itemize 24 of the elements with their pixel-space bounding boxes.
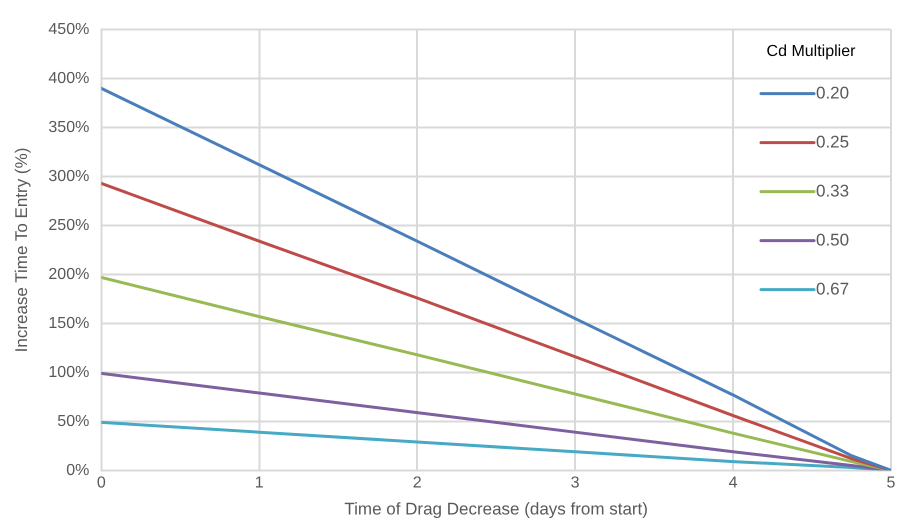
- y-tick-label: 300%: [48, 168, 90, 185]
- x-tick-label: 1: [254, 474, 264, 492]
- y-tick-label: 450%: [48, 21, 90, 38]
- x-axis-title: Time of Drag Decrease (days from start): [344, 499, 648, 518]
- x-tick-label: 2: [412, 474, 422, 492]
- legend-label: 0.20: [816, 83, 850, 102]
- y-tick-label: 100%: [48, 364, 90, 381]
- x-tick-label: 5: [886, 474, 896, 492]
- x-tick-label: 4: [728, 474, 738, 492]
- legend-label: 0.33: [816, 181, 850, 200]
- y-axis-title: Increase Time To Entry (%): [12, 148, 31, 352]
- legend-label: 0.67: [816, 279, 850, 298]
- legend-label: 0.25: [816, 132, 850, 152]
- y-tick-label: 0%: [66, 462, 90, 479]
- y-tick-label: 150%: [48, 314, 90, 332]
- y-tick-label: 250%: [48, 216, 90, 234]
- y-tick-label: 50%: [57, 412, 90, 430]
- x-tick-label: 3: [570, 474, 580, 492]
- y-tick-label: 400%: [48, 70, 90, 87]
- legend-label: 0.50: [816, 230, 850, 250]
- x-tick-label: 0: [96, 474, 106, 492]
- y-tick-label: 200%: [48, 266, 90, 283]
- y-tick-label: 350%: [48, 118, 90, 136]
- legend-title: Cd Multiplier: [766, 43, 856, 60]
